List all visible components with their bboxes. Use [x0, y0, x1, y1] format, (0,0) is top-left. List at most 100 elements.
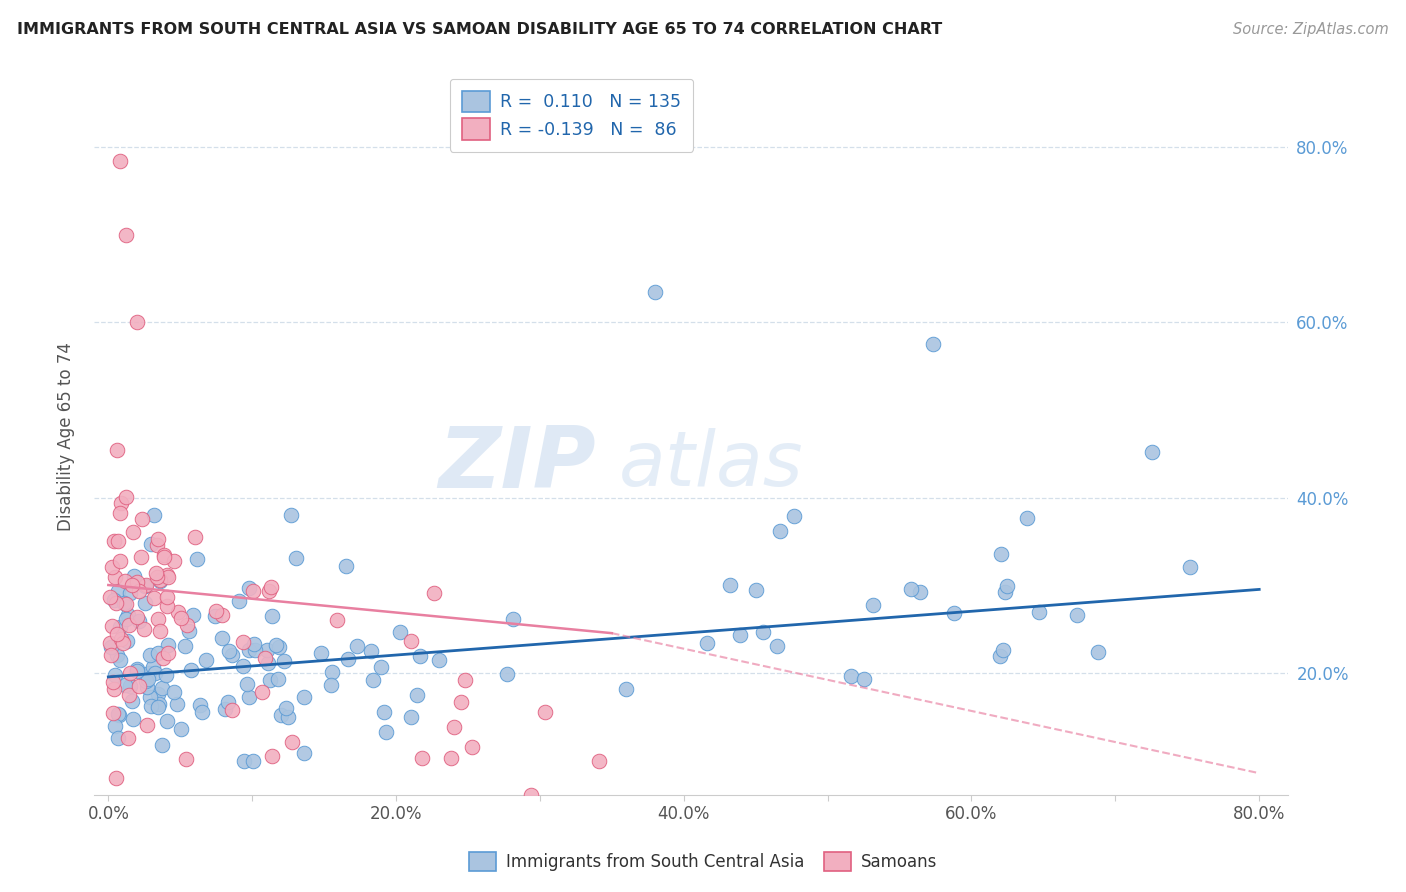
Point: [156, 638, 179, 652]
Point: [211, 632, 233, 646]
Point: [335, 558, 357, 573]
Point: [373, 705, 395, 719]
Point: [752, 624, 775, 639]
Point: [104, 719, 127, 733]
Point: [1015, 511, 1038, 525]
Point: [131, 512, 153, 526]
Point: [104, 668, 127, 682]
Point: [108, 506, 131, 520]
Point: [908, 585, 931, 599]
Point: [145, 570, 167, 584]
Point: [143, 508, 166, 522]
Point: [101, 618, 124, 632]
Point: [127, 662, 149, 676]
Point: [149, 624, 172, 638]
Point: [136, 672, 159, 686]
Point: [588, 755, 610, 769]
Point: [148, 687, 170, 701]
Point: [100, 636, 122, 650]
Point: [730, 628, 752, 642]
Point: [149, 573, 172, 587]
Point: [853, 672, 876, 686]
Point: [1028, 605, 1050, 619]
Point: [276, 701, 298, 715]
Point: [152, 651, 174, 665]
Point: [942, 606, 965, 620]
Point: [127, 609, 149, 624]
Point: [98, 591, 121, 605]
Point: [139, 690, 162, 704]
Point: [150, 681, 173, 696]
Point: [157, 570, 180, 584]
Point: [111, 636, 134, 650]
Point: [990, 547, 1012, 561]
Point: [127, 316, 149, 330]
Point: [990, 648, 1012, 663]
Point: [115, 598, 138, 612]
Point: [1140, 445, 1163, 459]
Point: [991, 643, 1014, 657]
Point: [156, 714, 179, 728]
Point: [260, 749, 283, 764]
Text: ZIP: ZIP: [437, 424, 595, 507]
Legend: Immigrants from South Central Asia, Samoans: Immigrants from South Central Asia, Samo…: [461, 843, 945, 880]
Point: [221, 648, 243, 662]
Point: [232, 754, 254, 768]
Point: [146, 699, 169, 714]
Point: [136, 718, 159, 732]
Point: [311, 646, 333, 660]
Point: [112, 596, 135, 610]
Point: [105, 442, 128, 457]
Point: [534, 705, 557, 719]
Point: [177, 624, 200, 639]
Point: [142, 591, 165, 605]
Point: [238, 690, 260, 704]
Point: [108, 153, 131, 168]
Point: [191, 706, 214, 720]
Point: [388, 624, 411, 639]
Point: [145, 566, 167, 580]
Point: [128, 584, 150, 599]
Point: [107, 706, 129, 721]
Point: [115, 490, 138, 504]
Point: [250, 685, 273, 699]
Point: [454, 673, 477, 687]
Point: [157, 646, 180, 660]
Point: [370, 660, 392, 674]
Text: IMMIGRANTS FROM SOUTH CENTRAL ASIA VS SAMOAN DISABILITY AGE 65 TO 74 CORRELATION: IMMIGRANTS FROM SOUTH CENTRAL ASIA VS SA…: [17, 22, 942, 37]
Point: [125, 664, 148, 678]
Point: [399, 710, 422, 724]
Point: [121, 578, 143, 592]
Point: [103, 682, 125, 697]
Point: [107, 627, 129, 641]
Point: [427, 653, 450, 667]
Point: [217, 695, 239, 709]
Point: [211, 608, 233, 623]
Point: [170, 611, 193, 625]
Point: [336, 651, 359, 665]
Point: [122, 525, 145, 540]
Point: [107, 708, 129, 723]
Point: [995, 579, 1018, 593]
Legend: R =  0.110   N = 135, R = -0.139   N =  86: R = 0.110 N = 135, R = -0.139 N = 86: [450, 79, 693, 152]
Point: [520, 788, 543, 802]
Point: [399, 634, 422, 648]
Point: [718, 578, 741, 592]
Point: [360, 644, 382, 658]
Point: [128, 614, 150, 628]
Point: [104, 570, 127, 584]
Point: [194, 652, 217, 666]
Point: [155, 667, 177, 681]
Point: [114, 227, 136, 242]
Point: [267, 672, 290, 686]
Point: [117, 608, 139, 623]
Point: [127, 575, 149, 590]
Point: [285, 551, 308, 566]
Point: [1066, 608, 1088, 623]
Point: [138, 665, 160, 680]
Point: [783, 508, 806, 523]
Point: [423, 586, 446, 600]
Point: [502, 612, 524, 626]
Point: [100, 648, 122, 662]
Point: [139, 648, 162, 662]
